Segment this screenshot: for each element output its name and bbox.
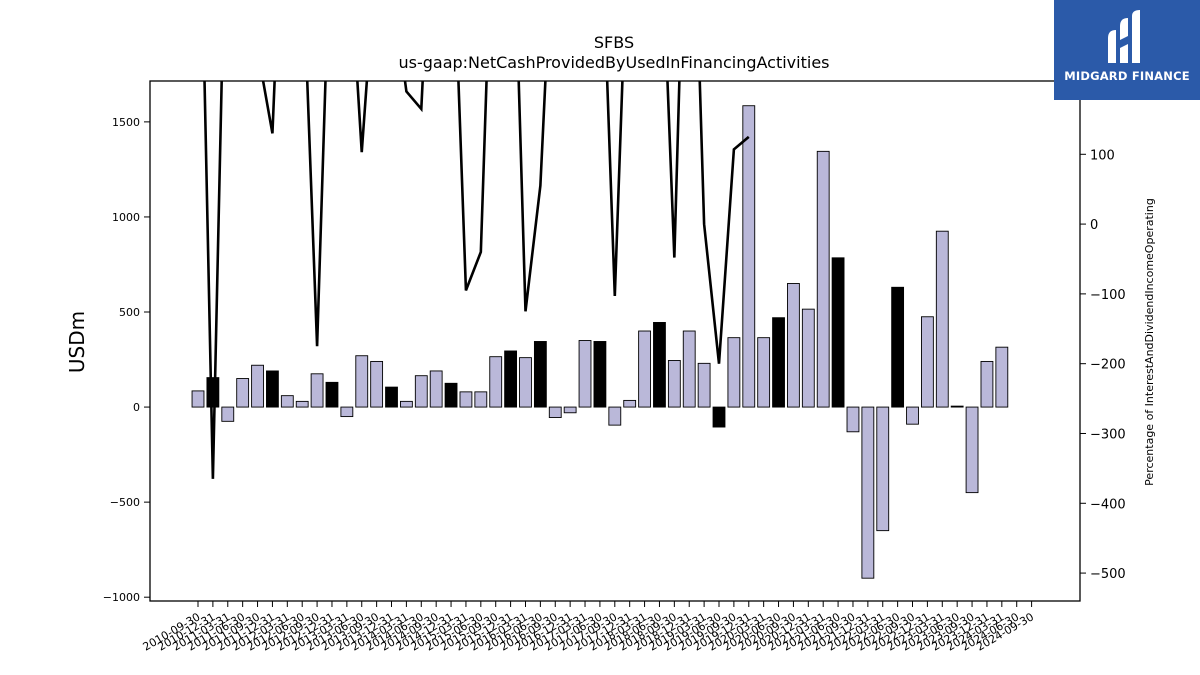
bar-series [191,105,1009,579]
bar [772,317,785,408]
y-tick-label: −500 [110,496,140,509]
bar [400,400,413,408]
y2-tick-label: −300 [1090,427,1126,442]
bar [906,406,919,425]
bar [846,406,860,433]
bar [638,330,651,408]
bar [251,364,264,408]
bar [340,406,354,418]
y-tick-label: 0 [133,401,140,414]
bar [712,406,726,428]
chart-title: SFBS [594,33,634,52]
y-tick-label: −1000 [103,591,140,604]
y2-axis-label: Percentage of InterestAndDividendIncomeO… [1143,198,1156,486]
y2-tick-label: −100 [1090,288,1126,303]
chart-subtitle: us-gaap:NetCashProvidedByUsedInFinancing… [398,53,829,72]
bar [831,257,845,408]
bar [742,105,756,408]
y-axis-label: USDm [65,311,89,373]
brand-name: MIDGARD FINANCE [1064,69,1190,83]
bar [444,382,458,408]
bar [667,360,681,408]
bar [563,406,577,414]
midgard-logo-icon [1108,10,1140,63]
bar [757,337,771,408]
bar [950,405,964,408]
bar [548,406,562,418]
bar [519,357,532,408]
bar [325,381,339,408]
bar [653,322,666,408]
bar [891,286,905,408]
bar [533,341,547,408]
bar [266,370,279,408]
bar [816,150,830,408]
bar [414,375,428,408]
bar [876,406,890,532]
y2-tick-label: −200 [1090,358,1126,373]
bar [459,391,473,408]
ratio-line [203,81,750,479]
bar [280,395,294,408]
bar [206,377,220,408]
y-tick-label: 500 [119,306,140,319]
brand-logo: MIDGARD FINANCE [1054,0,1200,100]
bar [935,230,949,408]
bar [385,386,398,408]
bar [921,316,934,408]
bar [965,406,979,494]
bar [489,356,503,408]
bar [801,308,815,408]
bar [697,362,711,408]
bar [504,350,518,408]
bar [474,391,488,408]
y2-tick-label: 0 [1090,218,1098,233]
bar [608,406,622,426]
bar [370,360,384,408]
ratio-line-series [203,81,750,479]
y-tick-label: 1500 [112,116,140,129]
y2-tick-label: −400 [1090,497,1126,512]
y2-tick-label: −500 [1090,567,1126,582]
y-tick-label: 1000 [112,211,140,224]
y2-tick-label: 100 [1090,148,1115,163]
bar [727,337,741,408]
left-axis: −1000 −500 0 500 1000 1500 [103,116,150,604]
bar [355,355,369,408]
bar [980,360,994,408]
bar [682,330,696,408]
bar [861,406,875,579]
right-axis: −500 −400 −300 −200 −100 0 100 [1080,148,1126,582]
bar [995,346,1009,408]
bar [593,341,607,408]
bar [295,400,309,408]
bar [310,373,324,408]
bar [623,399,637,408]
bar [787,283,800,408]
bar [191,390,205,408]
bar [429,370,443,408]
bar [221,406,235,422]
bar [236,378,250,408]
x-axis: 2010-09-302010-12-312011-03-312011-06-30… [141,601,1036,654]
bar [578,340,592,408]
